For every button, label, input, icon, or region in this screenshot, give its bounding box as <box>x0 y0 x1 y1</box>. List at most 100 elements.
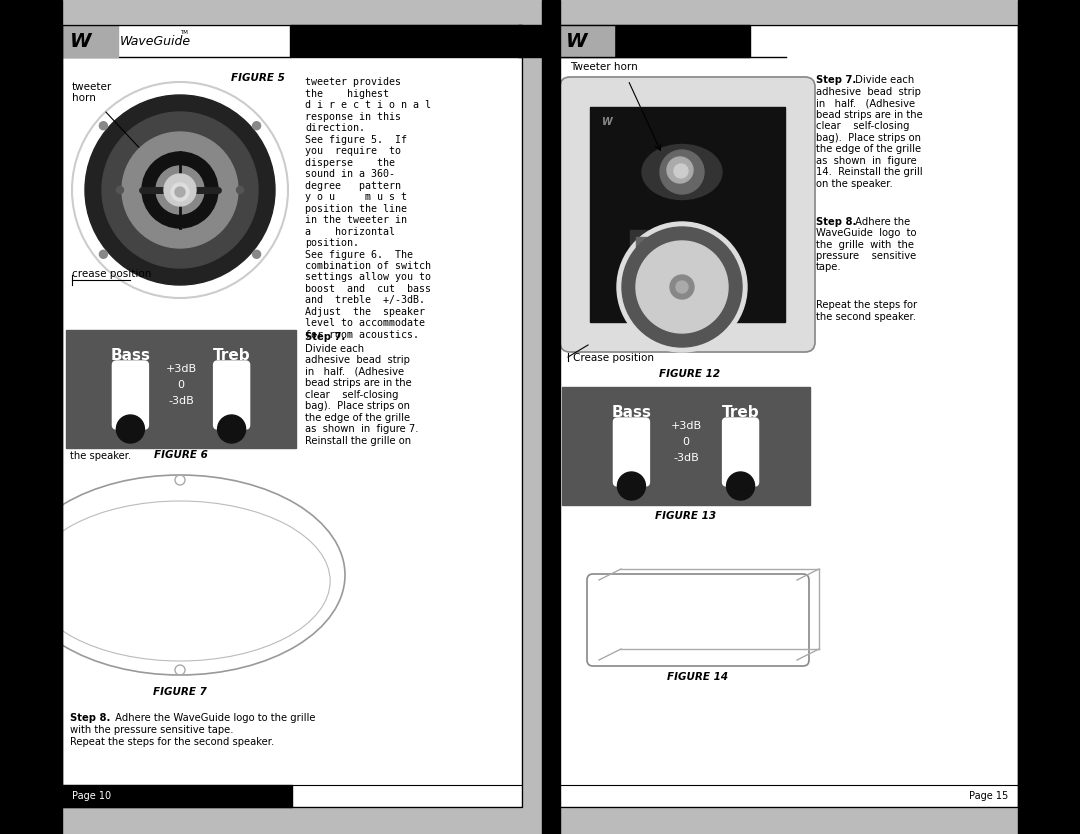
Text: W: W <box>602 117 612 127</box>
Text: response in this: response in this <box>305 112 401 122</box>
Text: 0: 0 <box>683 437 689 447</box>
Text: FIGURE 14: FIGURE 14 <box>667 672 729 682</box>
Text: bag).  Place strips on: bag). Place strips on <box>816 133 921 143</box>
Text: FIGURE 13: FIGURE 13 <box>656 511 716 521</box>
Circle shape <box>237 187 243 193</box>
Text: Divide each: Divide each <box>852 75 915 85</box>
Text: settings allow you to: settings allow you to <box>305 273 431 283</box>
Text: a    horizontal: a horizontal <box>305 227 395 237</box>
Text: on the speaker.: on the speaker. <box>816 178 893 188</box>
Text: WaveGuide: WaveGuide <box>120 34 191 48</box>
Text: as  shown  in  figure 7.: as shown in figure 7. <box>305 424 419 434</box>
Circle shape <box>674 164 688 178</box>
FancyBboxPatch shape <box>613 418 649 486</box>
FancyBboxPatch shape <box>723 418 758 486</box>
Bar <box>0 0 62 834</box>
Text: -3dB: -3dB <box>168 396 194 406</box>
Circle shape <box>175 187 185 197</box>
Circle shape <box>117 187 123 193</box>
Text: Adhere the: Adhere the <box>852 217 910 227</box>
Text: tape.: tape. <box>816 263 841 273</box>
Circle shape <box>102 112 258 268</box>
Circle shape <box>217 415 245 443</box>
Circle shape <box>670 275 694 299</box>
Text: Adjust  the  speaker: Adjust the speaker <box>305 307 426 317</box>
Text: -3dB: -3dB <box>673 453 699 463</box>
Text: the edge of the grille: the edge of the grille <box>305 413 410 423</box>
Bar <box>558 25 615 57</box>
Text: Page 15: Page 15 <box>969 791 1008 801</box>
Bar <box>562 387 810 505</box>
Bar <box>558 25 1018 807</box>
Text: in the tweeter in: in the tweeter in <box>305 215 407 225</box>
Text: sound in a 360-: sound in a 360- <box>305 169 395 179</box>
Bar <box>1018 0 1080 834</box>
Text: See figure 6.  The: See figure 6. The <box>305 249 413 259</box>
Text: degree   pattern: degree pattern <box>305 180 401 190</box>
Text: WaveGuide: WaveGuide <box>616 34 687 48</box>
Text: boost  and  cut  bass: boost and cut bass <box>305 284 431 294</box>
Circle shape <box>667 157 693 183</box>
Text: in   half.   (Adhesive: in half. (Adhesive <box>816 98 915 108</box>
Circle shape <box>99 122 107 130</box>
Text: as  shown  in  figure: as shown in figure <box>816 155 917 165</box>
Text: tweeter provides: tweeter provides <box>305 77 401 87</box>
Text: tweeter: tweeter <box>72 82 112 92</box>
Bar <box>630 230 685 260</box>
Text: combination of switch: combination of switch <box>305 261 431 271</box>
Text: crease position: crease position <box>72 269 151 279</box>
Circle shape <box>618 472 646 500</box>
Text: y o u     m u s t: y o u m u s t <box>305 192 407 202</box>
Text: FIGURE 6: FIGURE 6 <box>154 450 208 460</box>
Text: Reinstall the grille on: Reinstall the grille on <box>305 435 411 445</box>
Text: position the line: position the line <box>305 203 407 214</box>
Text: Treb: Treb <box>721 405 759 420</box>
Bar <box>658 237 674 253</box>
Text: Step 7.: Step 7. <box>305 332 349 342</box>
Text: See figure 5.  If: See figure 5. If <box>305 134 407 144</box>
Text: and  treble  +/-3dB.: and treble +/-3dB. <box>305 295 426 305</box>
Text: adhesive  bead  strip: adhesive bead strip <box>816 87 921 97</box>
Bar <box>558 25 1018 57</box>
Bar <box>558 25 1018 807</box>
Text: Adhere the WaveGuide logo to the grille: Adhere the WaveGuide logo to the grille <box>112 713 315 723</box>
Circle shape <box>253 122 260 130</box>
Text: +3dB: +3dB <box>671 421 702 431</box>
Text: level to accommodate: level to accommodate <box>305 319 426 329</box>
Text: direction.: direction. <box>305 123 365 133</box>
Text: Bass: Bass <box>611 405 651 420</box>
Text: Repeat the steps for: Repeat the steps for <box>816 300 917 310</box>
Text: Tweeter horn: Tweeter horn <box>570 62 638 72</box>
Circle shape <box>72 82 288 298</box>
Bar <box>291 25 522 57</box>
Bar <box>518 25 750 57</box>
Circle shape <box>171 183 189 201</box>
Text: bead strips are in the: bead strips are in the <box>305 378 411 388</box>
Text: Divide each: Divide each <box>305 344 364 354</box>
Text: W: W <box>70 32 92 51</box>
Circle shape <box>99 250 107 259</box>
Text: horn: horn <box>72 93 96 103</box>
Text: Treb: Treb <box>213 348 251 363</box>
Text: 14.  Reinstall the grill: 14. Reinstall the grill <box>816 167 922 177</box>
Bar <box>590 107 785 322</box>
Text: Step 8.: Step 8. <box>70 713 110 723</box>
Bar <box>62 25 522 807</box>
FancyBboxPatch shape <box>561 77 815 352</box>
Text: bag).  Place strips on: bag). Place strips on <box>305 401 410 411</box>
Bar <box>62 25 522 57</box>
Text: adhesive  bead  strip: adhesive bead strip <box>305 355 410 365</box>
Text: in   half.   (Adhesive: in half. (Adhesive <box>305 366 404 376</box>
Circle shape <box>636 241 728 333</box>
Text: for room acoustics.: for room acoustics. <box>305 330 419 340</box>
Text: the speaker.: the speaker. <box>70 451 132 461</box>
Bar <box>62 785 292 807</box>
Text: TM: TM <box>180 30 188 35</box>
Text: Step 7.: Step 7. <box>816 75 856 85</box>
Text: bead strips are in the: bead strips are in the <box>816 109 922 119</box>
Circle shape <box>617 222 747 352</box>
Text: Page 10: Page 10 <box>72 791 111 801</box>
Text: Bass: Bass <box>110 348 150 363</box>
Text: the  grille  with  the: the grille with the <box>816 239 914 249</box>
Circle shape <box>141 152 218 228</box>
